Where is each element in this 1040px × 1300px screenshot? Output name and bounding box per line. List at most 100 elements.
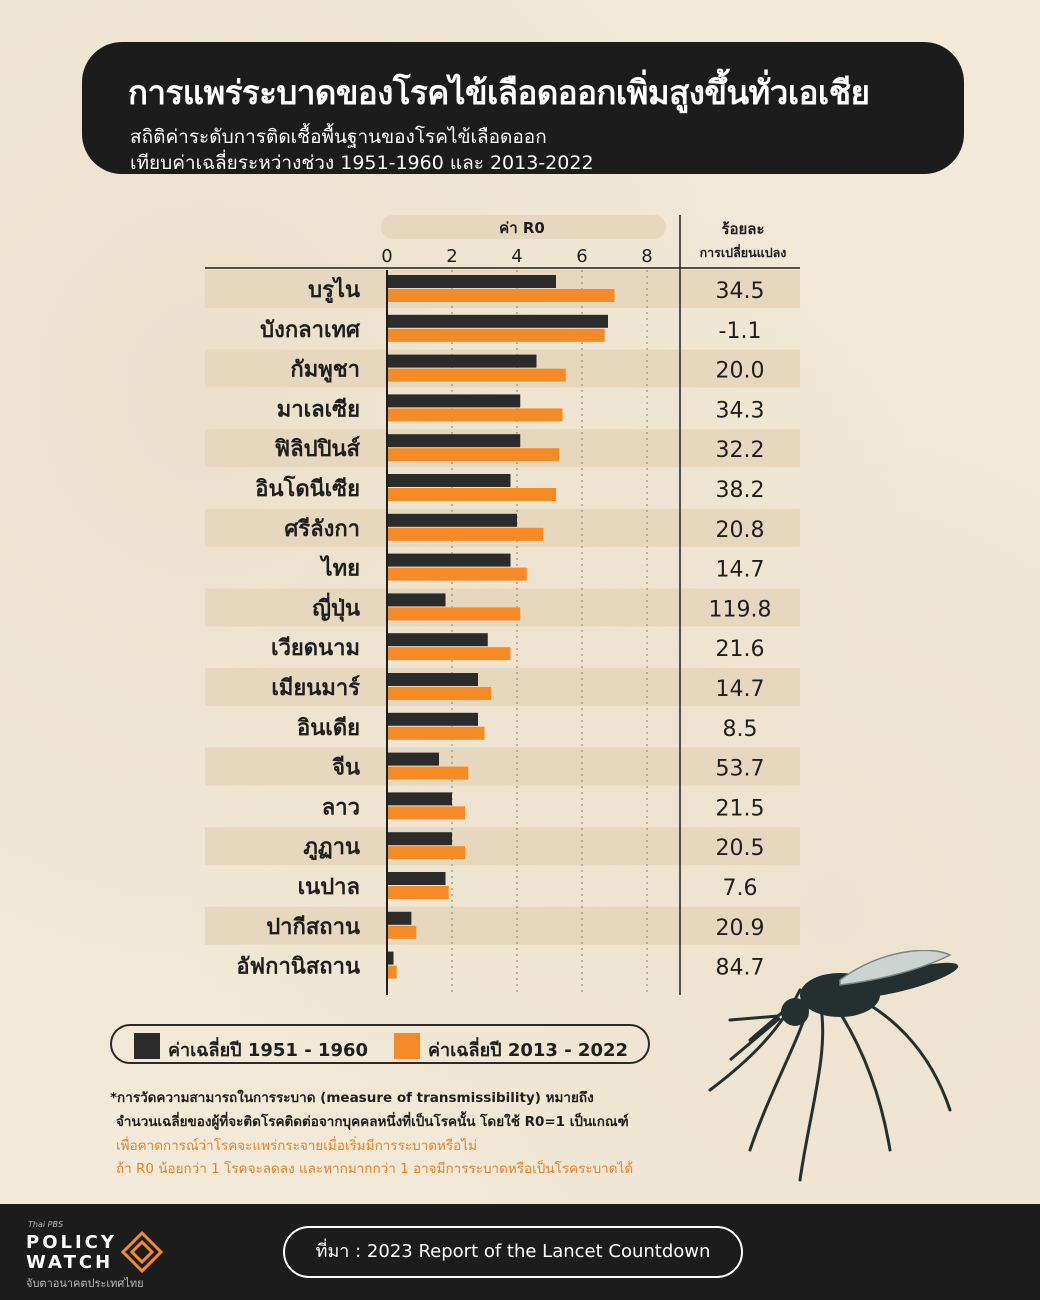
chart-legend: ค่าเฉลี่ยปี 1951 - 1960 ค่าเฉลี่ยปี 2013…: [110, 1024, 650, 1064]
pct-header-line-1: ร้อยละ: [721, 220, 764, 238]
pct-change-value: 53.7: [716, 757, 765, 782]
bar-1951-1960: [387, 673, 478, 686]
bar-1951-1960: [387, 275, 556, 288]
bar-2013-2022: [387, 289, 615, 302]
policy-watch-logo-icon: [120, 1230, 164, 1274]
pct-change-value: 20.0: [716, 359, 765, 384]
country-label: เมียนมาร์: [271, 675, 360, 701]
x-tick-label: 2: [446, 246, 457, 267]
bar-1951-1960: [387, 951, 394, 965]
country-label: ศรีลังกา: [284, 517, 360, 542]
country-label: มาเลเซีย: [277, 397, 360, 422]
bar-2013-2022: [387, 368, 566, 382]
axis-label-pill: [381, 215, 666, 239]
country-label: อินโดนีเซีย: [255, 475, 360, 502]
row-band: [205, 906, 800, 945]
x-tick-label: 0: [381, 246, 392, 267]
country-label: ลาว: [322, 795, 360, 820]
logo-publisher: Thai PBS: [28, 1220, 64, 1229]
legend-label-1951: ค่าเฉลี่ยปี 1951 - 1960: [168, 1040, 369, 1061]
country-label: ภูฏาน: [303, 835, 360, 861]
country-label: อัฟกานิสถาน: [236, 955, 360, 980]
logo-word-policy: POLICY: [26, 1232, 117, 1253]
logo-word-watch: WATCH: [26, 1252, 114, 1273]
pct-change-value: 14.7: [716, 677, 765, 702]
x-tick-label: 4: [511, 246, 522, 267]
bar-1951-1960: [387, 712, 478, 726]
pct-change-value: 38.2: [716, 478, 765, 503]
pct-change-value: 14.7: [716, 558, 765, 583]
x-tick-label: 8: [641, 246, 652, 267]
bar-2013-2022: [387, 567, 527, 581]
country-label: กัมพูชา: [290, 358, 360, 384]
pct-change-value: 34.3: [716, 398, 765, 423]
legend-swatch-1951: [134, 1033, 160, 1059]
row-band: [205, 827, 800, 866]
bar-1951-1960: [387, 314, 608, 328]
bar-2013-2022: [387, 846, 465, 860]
bar-1951-1960: [387, 434, 521, 448]
row-band: [205, 747, 800, 786]
bar-1951-1960: [387, 633, 488, 647]
page-title: การแพร่ระบาดของโรคไข้เลือดออกเพิ่มสูงขึ้…: [128, 73, 870, 112]
bar-2013-2022: [387, 408, 563, 422]
country-label: เวียดนาม: [271, 636, 360, 661]
pct-change-value: 32.2: [716, 438, 765, 463]
country-label: ญี่ปุ่น: [312, 591, 360, 622]
bar-2013-2022: [387, 647, 511, 661]
bar-1951-1960: [387, 911, 412, 925]
bar-1951-1960: [387, 593, 446, 607]
bar-2013-2022: [387, 965, 397, 979]
bar-1951-1960: [387, 752, 439, 766]
pct-change-value: 20.5: [716, 836, 765, 861]
bar-2013-2022: [387, 886, 449, 899]
bar-1951-1960: [387, 553, 511, 567]
footnote-line-3: เพื่อคาดการณ์ว่าโรคจะแพร่กระจายเมื่อเริ่…: [116, 1138, 477, 1154]
country-label: จีน: [332, 756, 360, 781]
bar-2013-2022: [387, 607, 521, 621]
logo-tagline: จับตาอนาคตประเทศไทย: [26, 1277, 144, 1290]
bar-2013-2022: [387, 328, 605, 342]
bar-2013-2022: [387, 687, 491, 700]
title-banner: การแพร่ระบาดของโรคไข้เลือดออกเพิ่มสูงขึ้…: [82, 42, 964, 174]
pct-header-line-2: การเปลี่ยนแปลง: [700, 244, 787, 260]
x-axis-label: ค่า R0: [499, 219, 545, 237]
mosquito-illustration: [708, 950, 959, 1182]
bar-1951-1960: [387, 474, 511, 487]
bar-1951-1960: [387, 394, 521, 408]
bar-2013-2022: [387, 527, 543, 541]
subtitle-line-1: สถิติค่าระดับการติดเชื้อพื้นฐานของโรคไข้…: [130, 126, 547, 148]
pct-change-value: 119.8: [709, 597, 772, 622]
country-label: อินเดีย: [297, 716, 360, 741]
bar-2013-2022: [387, 925, 417, 939]
country-label: ฟิลิปปินส์: [275, 436, 361, 462]
pct-change-value: 21.6: [716, 637, 765, 662]
bar-1951-1960: [387, 354, 537, 368]
bar-1951-1960: [387, 792, 452, 806]
bar-1951-1960: [387, 832, 452, 846]
bar-2013-2022: [387, 726, 485, 740]
pct-change-value: 34.5: [716, 279, 765, 304]
pct-change-value: 20.9: [716, 916, 765, 941]
country-label: บรูไน: [308, 276, 360, 304]
subtitle-line-2: เทียบค่าเฉลี่ยระหว่างช่วง 1951-1960 และ …: [130, 152, 594, 174]
x-tick-label: 6: [576, 246, 587, 267]
bar-2013-2022: [387, 488, 556, 501]
row-band: [205, 668, 800, 706]
pct-change-value: 20.8: [716, 518, 765, 543]
pct-change-value: 84.7: [716, 956, 765, 981]
pct-change-value: 7.6: [723, 876, 758, 901]
legend-label-2013: ค่าเฉลี่ยปี 2013 - 2022: [428, 1040, 629, 1061]
country-label: เนปาล: [298, 875, 360, 900]
bar-1951-1960: [387, 872, 446, 885]
bar-1951-1960: [387, 513, 517, 527]
bar-2013-2022: [387, 806, 465, 820]
source-citation: ที่มา : 2023 Report of the Lancet Countd…: [283, 1226, 743, 1278]
bar-2013-2022: [387, 766, 469, 780]
pct-change-value: 21.5: [716, 796, 765, 821]
legend-swatch-2013: [394, 1033, 420, 1059]
pct-change-value: -1.1: [719, 319, 762, 344]
footnote-line-4: ถ้า R0 น้อยกว่า 1 โรคจะลดลง และหากมากกว่…: [116, 1161, 634, 1177]
bar-2013-2022: [387, 448, 560, 462]
